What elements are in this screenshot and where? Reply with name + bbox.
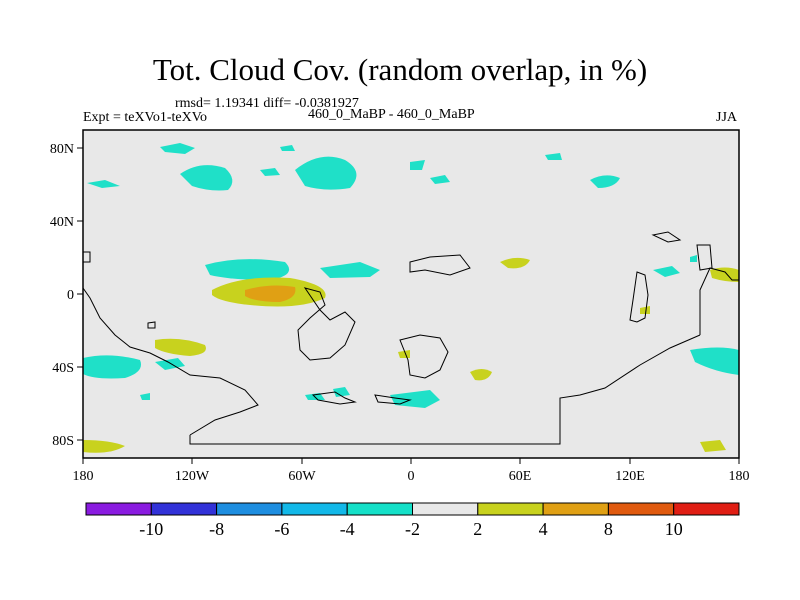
colorbar-box bbox=[673, 502, 740, 516]
y-tick-label: 40N bbox=[50, 215, 74, 230]
y-tick-labels: 80N 40N 0 40S 80S bbox=[50, 142, 74, 449]
x-tick-label: 180 bbox=[729, 469, 750, 484]
colorbar-box bbox=[281, 502, 348, 516]
colorbar-label: 10 bbox=[665, 519, 683, 539]
colorbar-box bbox=[216, 502, 283, 516]
x-tick-label: 120E bbox=[615, 469, 645, 484]
y-tick-label: 80S bbox=[52, 434, 74, 449]
season-label: JJA bbox=[716, 110, 738, 125]
map-background bbox=[83, 130, 739, 458]
x-tick-label: 0 bbox=[408, 469, 415, 484]
colorbar-box bbox=[85, 502, 152, 516]
colorbar-box bbox=[412, 502, 479, 516]
x-tick-label: 180 bbox=[73, 469, 94, 484]
y-tick-label: 40S bbox=[52, 361, 74, 376]
stats-text: rmsd= 1.19341 diff= -0.0381927 bbox=[175, 96, 359, 111]
colorbar-box bbox=[150, 502, 218, 516]
colorbar-label: -2 bbox=[405, 519, 420, 539]
colorbar-box bbox=[607, 502, 675, 516]
colorbar-labels: -10 -8 -6 -4 -2 2 4 8 10 bbox=[139, 519, 682, 539]
colorbar-label: 8 bbox=[604, 519, 613, 539]
expt-label: Expt = teXVo1-teXVo bbox=[83, 110, 208, 125]
negative-anomaly-regions bbox=[83, 143, 739, 408]
strong-positive-region bbox=[245, 285, 296, 302]
colorbar-label: -6 bbox=[274, 519, 289, 539]
y-tick-label: 80N bbox=[50, 142, 74, 157]
colorbar bbox=[85, 502, 740, 516]
x-tick-label: 120W bbox=[175, 469, 210, 484]
x-tick-label: 60W bbox=[288, 469, 316, 484]
y-tick-label: 0 bbox=[67, 288, 74, 303]
x-tick-labels: 180 120W 60W 0 60E 120E 180 bbox=[73, 469, 750, 484]
chart-title: Tot. Cloud Cov. (random overlap, in %) bbox=[152, 52, 648, 87]
x-tick-label: 60E bbox=[509, 469, 532, 484]
colorbar-box bbox=[542, 502, 609, 516]
x-tick-marks bbox=[82, 458, 740, 464]
run-label: 460_0_MaBP - 460_0_MaBP bbox=[308, 107, 475, 122]
y-tick-marks bbox=[77, 147, 83, 441]
colorbar-label: -8 bbox=[209, 519, 224, 539]
colorbar-box bbox=[477, 502, 544, 516]
coastlines bbox=[82, 231, 739, 445]
colorbar-label: -4 bbox=[340, 519, 355, 539]
colorbar-box bbox=[346, 502, 414, 516]
colorbar-label: 2 bbox=[473, 519, 482, 539]
colorbar-label: -10 bbox=[139, 519, 163, 539]
colorbar-label: 4 bbox=[539, 519, 548, 539]
